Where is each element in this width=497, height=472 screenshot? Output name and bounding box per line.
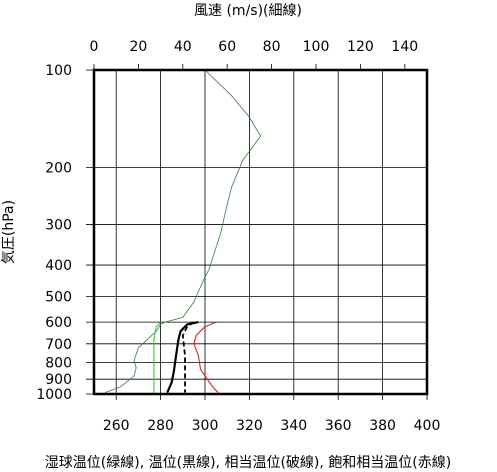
y-tick-label: 800 <box>45 356 72 372</box>
top-tick-label: 20 <box>129 39 147 55</box>
y-tick-label: 300 <box>45 218 72 234</box>
series-line-wet-bulb-potential-temperature <box>153 321 161 393</box>
top-tick-label: 80 <box>263 39 281 55</box>
bottom-tick-label: 320 <box>236 418 263 434</box>
grid <box>86 64 428 400</box>
top-axis-title: 風速 (m/s)(細線) <box>194 3 302 19</box>
y-tick-label: 400 <box>45 258 72 274</box>
plot-frame <box>92 68 429 396</box>
top-tick-label: 120 <box>347 39 374 55</box>
series-line-saturated-equivalent-potential-temperature <box>193 321 219 393</box>
y-axis-title: 気圧(hPa) <box>1 200 17 264</box>
bottom-tick-label: 340 <box>280 418 307 434</box>
bottom-axis-title: 湿球温位(緑線), 温位(黒線), 相当温位(破線), 飽和相当温位(赤線) <box>45 454 451 471</box>
bottom-tick-label: 360 <box>325 418 352 434</box>
top-tick-label: 100 <box>303 39 330 55</box>
top-tick-label: 40 <box>174 39 192 55</box>
series-line-potential-temperature <box>166 321 199 394</box>
series-line-equivalent-potential-temperature <box>181 321 195 393</box>
bottom-tick-label: 380 <box>369 418 396 434</box>
series-line-wind <box>104 69 261 393</box>
y-tick-label: 700 <box>45 337 72 353</box>
top-tick-label: 0 <box>90 39 99 55</box>
y-tick-label: 100 <box>45 63 72 79</box>
y-tick-label: 200 <box>45 161 72 177</box>
tick-labels: 260 280 300 320 340 360 380 400 0 20 40 60 80 100 120 1… <box>36 39 440 434</box>
y-tick-label: 500 <box>45 289 72 305</box>
bottom-tick-label: 260 <box>103 418 130 434</box>
top-tick-label: 60 <box>218 39 236 55</box>
bottom-tick-label: 280 <box>147 418 174 434</box>
y-tick-label: 900 <box>45 372 72 388</box>
y-tick-label: 600 <box>45 315 72 331</box>
series-group <box>104 69 261 394</box>
top-tick-label: 140 <box>391 39 418 55</box>
bottom-tick-label: 400 <box>414 418 441 434</box>
bottom-tick-label: 300 <box>192 418 219 434</box>
y-tick-label: 1000 <box>36 387 72 403</box>
